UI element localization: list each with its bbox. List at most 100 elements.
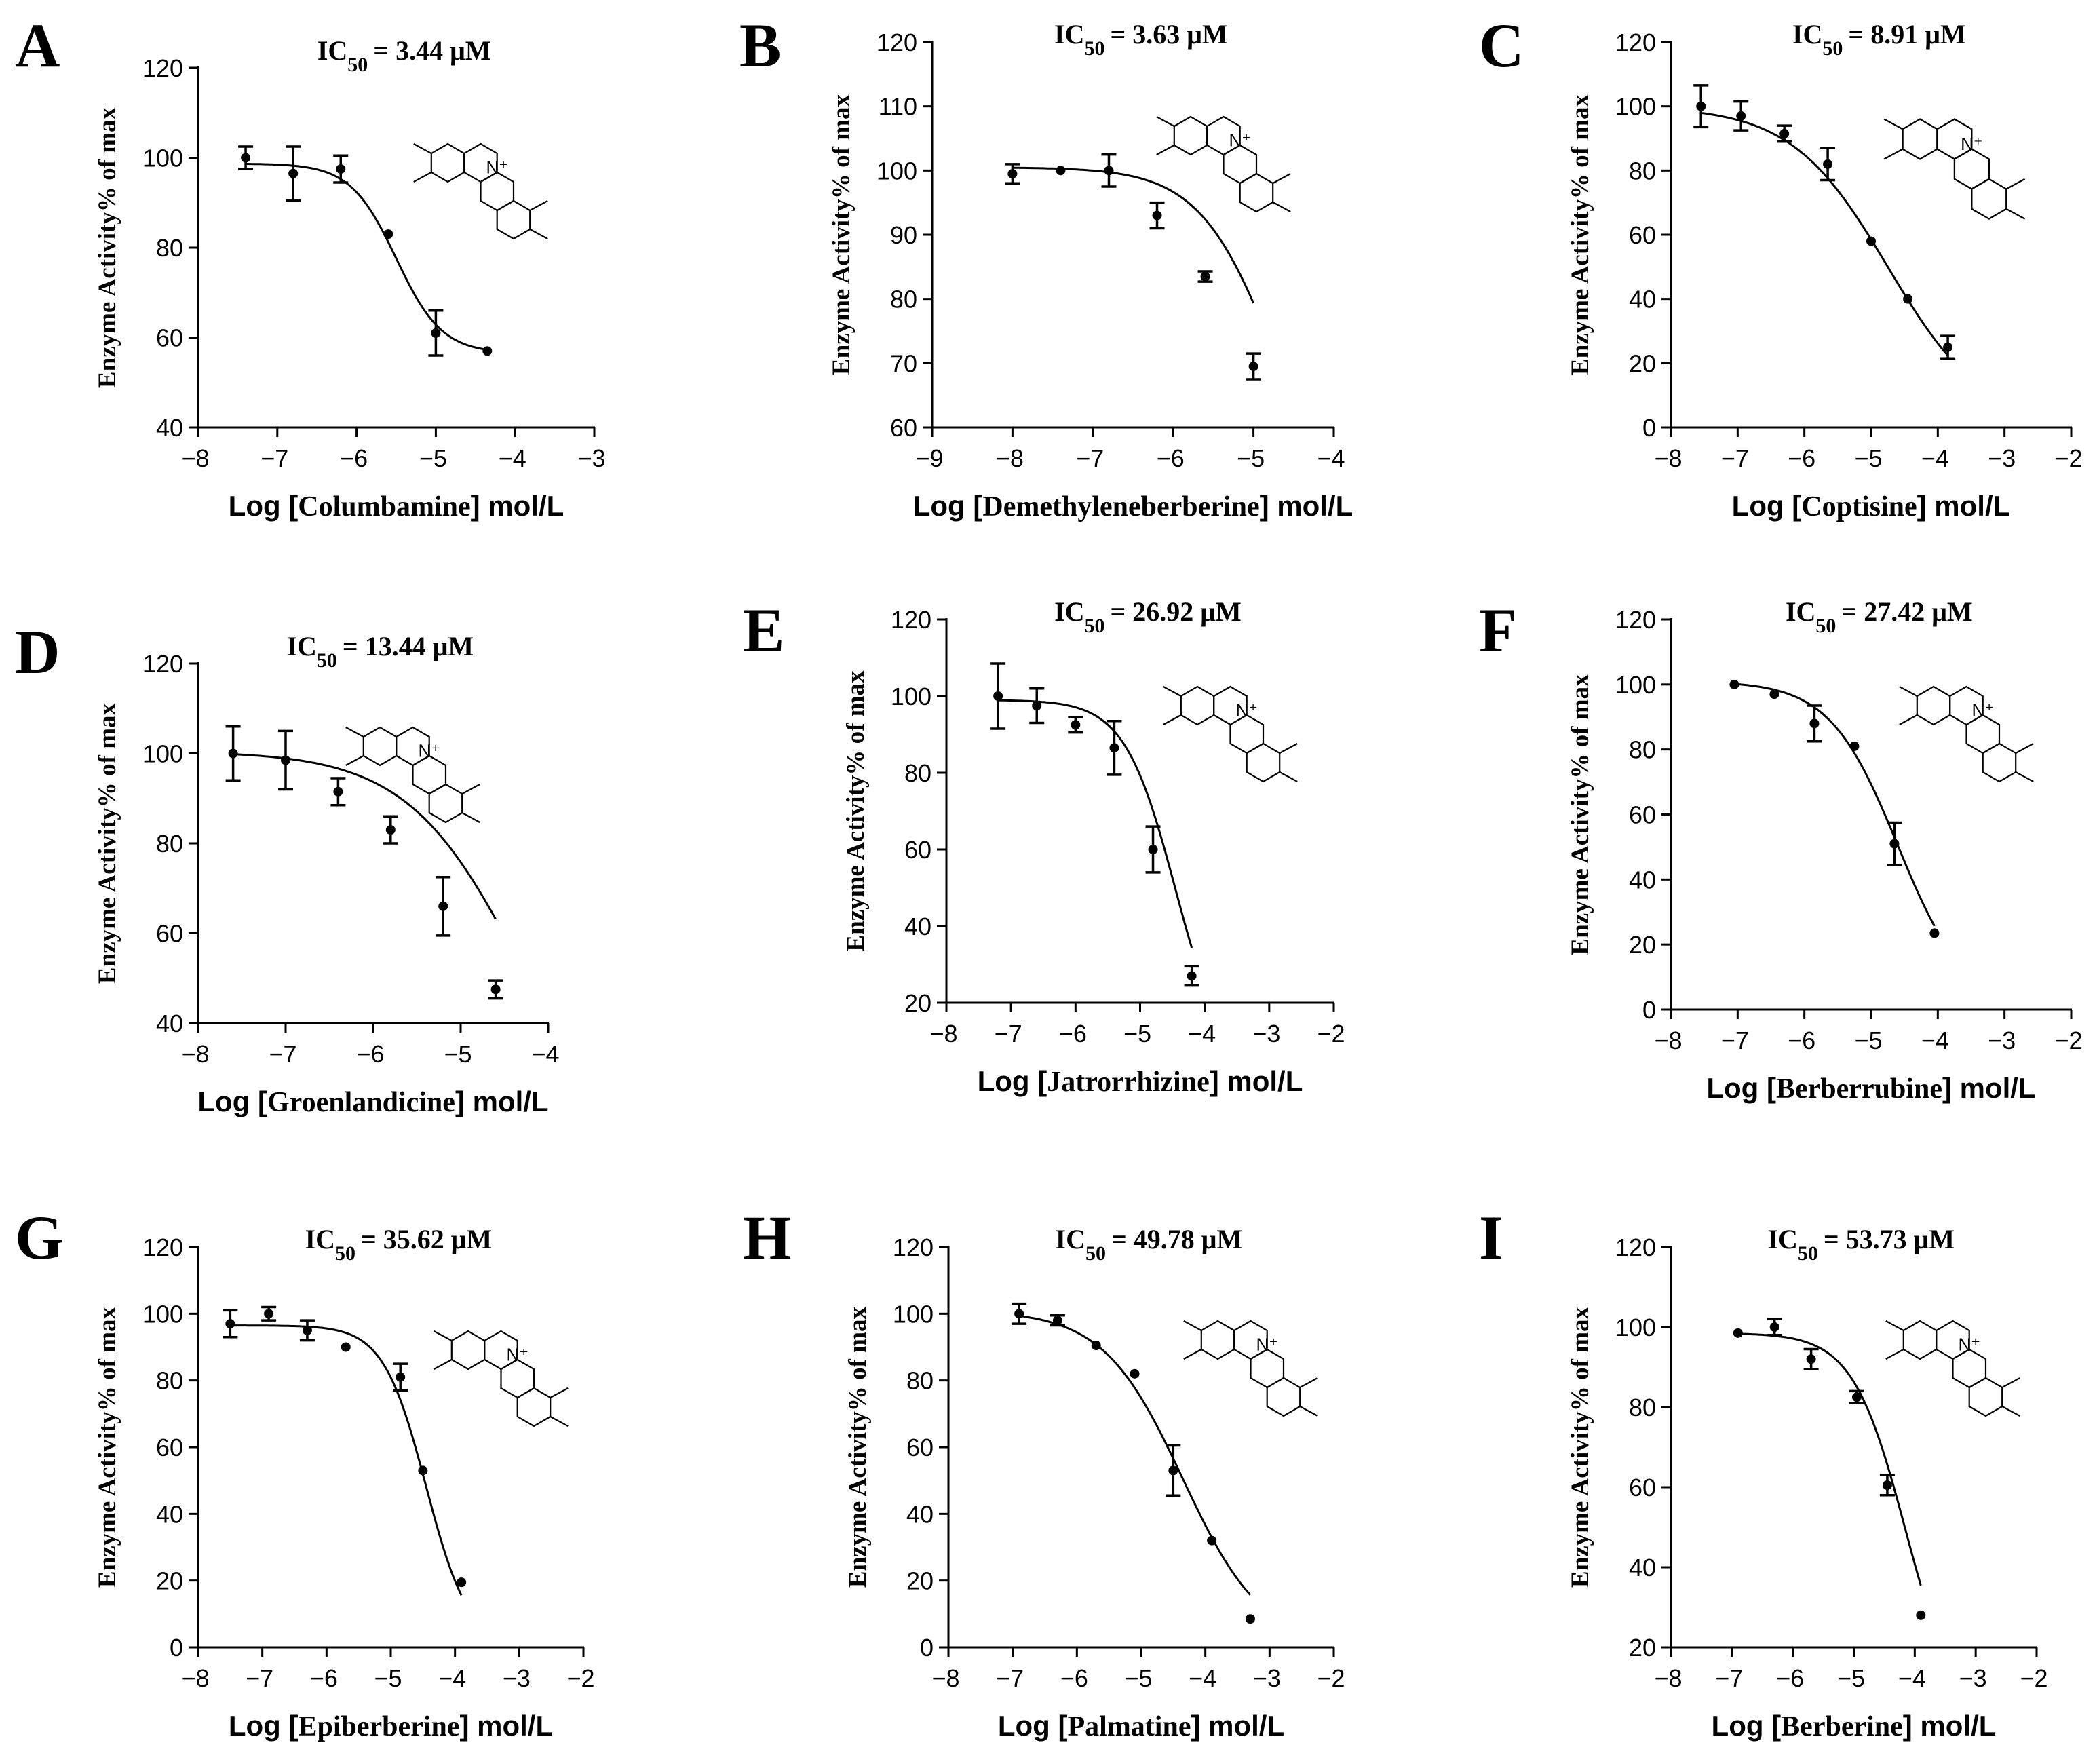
molecule-bond — [1953, 148, 1990, 190]
fit-curve — [246, 163, 488, 351]
x-tick-label: −8 — [1654, 1664, 1682, 1692]
data-point — [457, 1577, 467, 1588]
data-point — [993, 691, 1003, 701]
data-point — [225, 1319, 235, 1329]
chart-panel-F: F −8 −7 −6 −5 −4 −3 −2 0 20 40 60 80 100 120 Enzyme Act… — [1479, 596, 2083, 1105]
molecule-structure: N⁺ — [1183, 1320, 1318, 1417]
data-point — [1245, 1614, 1255, 1624]
data-point — [385, 825, 396, 835]
data-point — [1943, 342, 1953, 352]
x-tick-label: −8 — [929, 1020, 957, 1048]
x-tick-label: −6 — [1788, 444, 1815, 472]
data-point — [1769, 689, 1779, 699]
data-point — [1729, 679, 1739, 689]
y-tick-label: 90 — [890, 221, 917, 249]
data-point — [1200, 271, 1210, 282]
y-tick-label: 120 — [1615, 606, 1656, 634]
y-tick-label: 100 — [877, 157, 917, 185]
panel-letter: B — [739, 11, 781, 80]
y-tick-label: 0 — [1642, 996, 1656, 1024]
data-point — [1849, 741, 1860, 751]
x-tick-label: −8 — [181, 1664, 209, 1692]
molecule-bond — [1200, 1320, 1235, 1360]
x-tick-label: −3 — [1988, 1027, 2016, 1054]
x-tick-label: −5 — [1854, 1027, 1882, 1054]
molecule-bond — [550, 1387, 569, 1427]
data-point — [1866, 236, 1876, 246]
x-tick-label: −7 — [269, 1040, 296, 1068]
panel-letter: I — [1479, 1203, 1503, 1272]
x-tick-label: −6 — [1788, 1027, 1815, 1054]
molecule-bond — [1899, 686, 1918, 725]
atom-label: N⁺ — [418, 740, 440, 761]
ic50-title: IC50 = 13.44 μM — [286, 631, 474, 672]
x-axis-label: Log [Demethyleneberberine] mol/L — [913, 490, 1353, 522]
chart-panel-G: G −8 −7 −6 −5 −4 −3 −2 0 20 40 60 80 100 120 Enzyme Act… — [15, 1203, 595, 1742]
data-point — [1806, 1354, 1816, 1364]
data-point — [1882, 1480, 1892, 1491]
y-tick-label: 40 — [156, 1500, 183, 1528]
data-point — [1032, 701, 1042, 711]
molecule-bond — [345, 727, 364, 766]
molecule-bond — [430, 142, 465, 183]
ic50-title: IC50 = 3.44 μM — [318, 35, 491, 76]
y-axis-label: Enzyme Activity% of max — [94, 702, 121, 984]
x-tick-label: −5 — [1237, 444, 1265, 472]
atom-label: N⁺ — [506, 1344, 528, 1364]
panel-letter: D — [15, 617, 60, 687]
data-point — [336, 164, 346, 174]
molecule-bond — [1173, 115, 1208, 156]
x-tick-label: −2 — [1317, 1664, 1345, 1692]
x-tick-label: −7 — [996, 1664, 1024, 1692]
data-point — [1736, 111, 1746, 121]
data-point — [1007, 169, 1018, 179]
x-tick-label: −3 — [1988, 444, 2016, 472]
x-tick-label: −8 — [181, 444, 209, 472]
y-tick-label: 60 — [890, 414, 917, 442]
x-axis-label: Log [Palmatine] mol/L — [998, 1710, 1284, 1742]
molecule-bond — [500, 1358, 535, 1399]
data-point — [1207, 1535, 1217, 1546]
data-point — [438, 901, 448, 911]
data-point — [1769, 1322, 1779, 1332]
data-point — [383, 229, 393, 239]
chart-panel-H: H −8 −7 −6 −5 −4 −3 −2 0 20 40 60 80 100 120 Enzyme Act… — [743, 1203, 1345, 1742]
x-tick-label: −5 — [1837, 1664, 1865, 1692]
y-axis-label: Enzyme Activity% of max — [828, 94, 855, 375]
y-tick-label: 120 — [877, 28, 917, 56]
molecule-bond — [1229, 714, 1265, 754]
data-point — [1779, 128, 1790, 138]
panel-letter: F — [1479, 596, 1517, 665]
data-point — [333, 786, 343, 797]
molecule-structure: N⁺ — [434, 1330, 569, 1427]
x-tick-label: −7 — [995, 1020, 1022, 1048]
molecule-bond — [1279, 743, 1298, 782]
panel-letter: E — [743, 596, 784, 665]
atom-label: N⁺ — [1961, 134, 1983, 154]
y-axis-label: Enzyme Activity% of max — [94, 1306, 121, 1588]
y-tick-label: 100 — [893, 1300, 934, 1328]
molecule-bond — [1885, 1320, 1904, 1360]
x-tick-label: −5 — [444, 1040, 472, 1068]
y-tick-label: 60 — [1629, 801, 1656, 829]
y-tick-label: 120 — [142, 650, 183, 678]
molecule-bond — [1266, 1377, 1301, 1417]
x-tick-label: −5 — [419, 444, 447, 472]
x-tick-label: −6 — [1060, 1664, 1088, 1692]
molecule-bond — [1183, 1320, 1202, 1360]
molecule-bond — [480, 171, 515, 212]
y-tick-label: 100 — [891, 683, 931, 710]
data-point — [241, 153, 251, 163]
panel-letter: H — [743, 1203, 792, 1272]
ic50-title: IC50 = 53.73 μM — [1767, 1224, 1955, 1265]
molecule-bond — [496, 199, 531, 240]
data-point — [264, 1309, 274, 1319]
y-tick-label: 60 — [1629, 221, 1656, 249]
molecule-structure: N⁺ — [1163, 685, 1298, 783]
chart-panel-A: A −8 −7 −6 −5 −4 −3 40 60 80 100 120 Enzyme Activity… — [15, 11, 606, 522]
y-tick-label: 80 — [156, 1367, 183, 1395]
x-tick-label: −4 — [1317, 444, 1345, 472]
y-tick-label: 100 — [1615, 671, 1656, 699]
y-tick-label: 120 — [1615, 28, 1656, 56]
data-point — [1248, 362, 1258, 372]
